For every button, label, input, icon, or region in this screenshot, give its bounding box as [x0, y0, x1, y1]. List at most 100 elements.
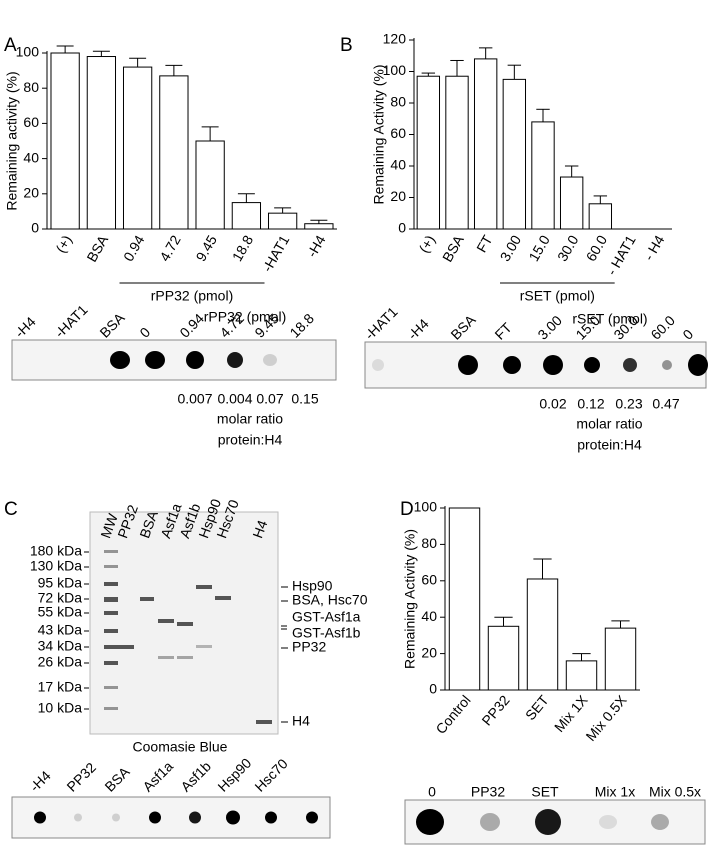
bar [267, 212, 298, 230]
blot-spot [189, 811, 201, 824]
lane-label: -HAT1 [361, 303, 400, 342]
bar [445, 75, 469, 230]
lane-label: FT [491, 319, 515, 343]
blot-spot [480, 813, 500, 831]
marker-label: 95 kDa [38, 575, 83, 591]
bar [86, 56, 117, 230]
y-axis-label: Remaining Activity (%) [402, 529, 418, 669]
blot-spot [599, 815, 617, 829]
lane-label: SET [531, 784, 559, 800]
lane-label: 0.94 [176, 310, 207, 341]
blot-spot [226, 810, 240, 825]
gel-bands [104, 550, 272, 724]
blot-spot [110, 351, 130, 369]
y-tick-label: 20 [23, 185, 39, 201]
lane-label: Mix 1x [595, 784, 635, 800]
lane-label: 3.00 [534, 312, 565, 343]
molar-ratio: 0.23 [615, 396, 642, 412]
blot-spot [149, 811, 161, 824]
bar [231, 202, 262, 230]
molar-ratio: 0.12 [577, 396, 604, 412]
ratio-caption: protein:H4 [577, 437, 642, 453]
bar [473, 58, 498, 230]
x-tick-label: 15.0 [525, 232, 553, 264]
blot-spot [662, 360, 672, 370]
ratio-caption: molar ratio [217, 411, 283, 427]
blot-spot [227, 352, 243, 368]
lane-label: 60.0 [647, 312, 678, 343]
blot-spot [34, 811, 46, 824]
group-label: rSET (pmol) [520, 288, 595, 304]
blot-spot [186, 351, 204, 369]
marker-label: 55 kDa [38, 604, 83, 620]
lane-label: -H4 [404, 315, 431, 342]
bar [531, 121, 555, 230]
blot-spot [651, 814, 669, 830]
blot-spot [112, 813, 120, 822]
blot-membrane [11, 796, 331, 839]
lane-label: PP32 [471, 784, 505, 800]
lane-label: Hsp90 [214, 755, 254, 795]
marker-label: 180 kDa [30, 543, 82, 559]
x-tick-label: Mix 0.5X [582, 692, 630, 745]
bar [565, 660, 598, 691]
molar-ratio: 0.47 [652, 396, 679, 412]
band-label: GST-Asf1b [292, 625, 361, 641]
blot-spot [503, 356, 521, 374]
x-tick-label: 60.0 [583, 232, 611, 264]
ratio-caption: protein:H4 [218, 432, 283, 448]
band-label: BSA, Hsc70 [292, 592, 368, 608]
lane-label: -H4 [11, 313, 38, 340]
marker-label: 43 kDa [38, 622, 83, 638]
x-tick-label: -HAT1 [259, 232, 293, 274]
marker-label: 34 kDa [38, 638, 83, 654]
gel-lane-label: H4 [249, 518, 270, 540]
blot-spot [145, 351, 165, 369]
blot-spot [372, 359, 384, 371]
lane-label: 0 [136, 324, 153, 341]
x-tick-label: - HAT1 [603, 232, 639, 278]
x-tick-label: 3.00 [497, 232, 525, 264]
x-tick-label: SET [522, 692, 552, 723]
blot-spot [458, 355, 478, 375]
band-label: Hsp90 [292, 578, 333, 594]
band-label: H4 [292, 713, 310, 729]
panel-label: D [400, 499, 414, 520]
molar-ratio: 0.07 [256, 391, 283, 407]
blot-spot [623, 358, 637, 372]
lane-label: Asf1a [139, 758, 176, 795]
ratio-caption: molar ratio [576, 416, 642, 432]
y-tick-label: 0 [398, 220, 406, 236]
x-tick-label: Control [432, 692, 473, 737]
molar-ratio: 0.007 [177, 391, 212, 407]
molar-ratio: 0.15 [291, 391, 318, 407]
x-tick-label: PP32 [478, 692, 512, 729]
marker-label: 130 kDa [30, 558, 82, 574]
band-label: PP32 [292, 639, 326, 655]
lane-label: Hsc70 [251, 755, 291, 795]
bar [122, 66, 153, 230]
y-tick-label: 100 [414, 499, 438, 515]
bar [588, 203, 613, 230]
x-tick-label: BSA [439, 232, 467, 265]
y-tick-label: 40 [421, 608, 437, 624]
y-tick-label: 40 [390, 157, 406, 173]
x-tick-label: BSA [83, 232, 111, 265]
bar [159, 75, 189, 230]
bar [448, 507, 481, 691]
y-tick-label: 80 [421, 535, 437, 551]
y-tick-label: 100 [16, 44, 40, 60]
bar [50, 52, 80, 230]
group-label: rPP32 (pmol) [151, 288, 233, 304]
bar [526, 578, 559, 691]
band-label: GST-Asf1a [292, 609, 361, 625]
blot-spot [306, 811, 318, 824]
x-tick-label: (+) [416, 232, 439, 255]
bar [502, 78, 527, 230]
panel-label: C [4, 499, 18, 520]
marker-label: 72 kDa [38, 590, 83, 606]
x-tick-label: Mix 1X [551, 692, 591, 736]
bar [604, 627, 637, 691]
y-axis-label: Remaining Activity (%) [371, 64, 387, 204]
x-tick-label: -H4 [304, 232, 329, 260]
